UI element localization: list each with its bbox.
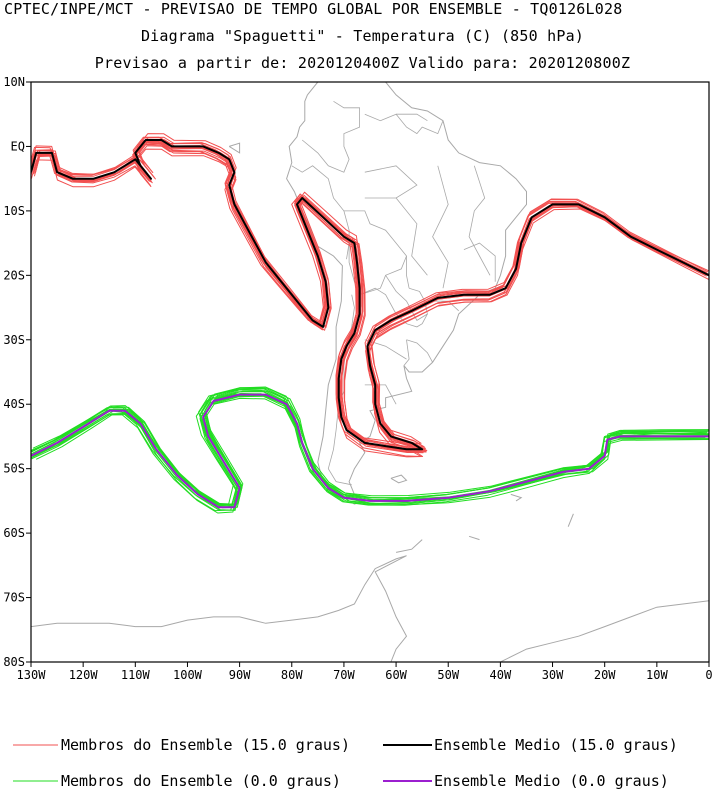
mean-line-mean_15-0 <box>31 139 709 451</box>
x-tick-label: 100W <box>173 668 203 682</box>
border-11 <box>468 165 491 276</box>
member-line-15.0-0 <box>31 141 709 449</box>
coastline-1 <box>31 555 408 662</box>
chart-title-line2: Diagrama "Spaguetti" - Temperatura (C) (… <box>140 27 585 45</box>
member-line-15.0-10 <box>31 143 707 458</box>
x-tick-label: 30W <box>542 668 564 682</box>
border-14 <box>364 165 418 199</box>
axes: 130W 120W 110W 100W 90W 80W 70W 60W 50W 40W 30W 20W… <box>3 75 712 682</box>
border-5 <box>385 275 428 321</box>
x-tick-label: 130W <box>17 668 47 682</box>
legend-label-mean-0: Ensemble Medio (0.0 graus) <box>434 772 669 790</box>
x-tick-label: 50W <box>437 668 459 682</box>
coastline-8 <box>228 142 241 154</box>
y-tick-label: 10N <box>3 75 25 89</box>
legend: Membros do Ensemble (15.0 graus) Ensembl… <box>13 736 678 790</box>
border-7 <box>359 287 428 328</box>
border-13 <box>395 197 428 276</box>
x-tick-label: 20W <box>594 668 616 682</box>
member-line-15.0-1 <box>33 136 709 450</box>
x-tick-label: 70W <box>333 668 355 682</box>
y-tick-label: 30S <box>3 333 25 347</box>
coastline-5 <box>567 513 574 527</box>
coastline-4 <box>510 493 523 502</box>
coastline-3 <box>390 474 408 484</box>
member-line-15.0-7 <box>31 145 709 454</box>
member-line-15.0-8 <box>31 142 709 453</box>
member-line-15.0-14 <box>34 141 706 453</box>
legend-label-mean-15: Ensemble Medio (15.0 graus) <box>434 736 678 754</box>
y-tick-label: 20S <box>3 268 25 282</box>
y-tick-label: 70S <box>3 591 25 605</box>
x-tick-label: 60W <box>385 668 407 682</box>
border-10 <box>396 113 428 122</box>
member-line-15.0-3 <box>34 140 707 451</box>
border-0 <box>364 113 444 135</box>
border-18 <box>364 384 397 405</box>
y-tick-label: EQ <box>11 139 25 153</box>
map-layer <box>31 82 709 662</box>
member-line-15.0-4 <box>34 144 705 453</box>
member-line-15.0-13 <box>31 142 708 450</box>
y-tick-label: 40S <box>3 397 25 411</box>
x-tick-label: 110W <box>121 668 151 682</box>
contour-layer <box>31 133 709 514</box>
border-9 <box>403 339 410 366</box>
chart-title-line1: CPTEC/INPE/MCT - PREVISAO DE TEMPO GLOBA… <box>4 0 623 18</box>
member-line-15.0-6 <box>31 133 709 445</box>
member-line-15.0-2 <box>31 137 709 450</box>
border-15 <box>463 242 496 282</box>
coastline-2 <box>500 600 709 662</box>
x-tick-label: 40W <box>490 668 512 682</box>
plot-frame <box>30 81 710 663</box>
border-8 <box>406 339 433 363</box>
member-line-0.0-12 <box>33 395 709 511</box>
coastline-6 <box>468 535 480 541</box>
legend-label-members-0: Membros do Ensemble (0.0 graus) <box>61 772 341 790</box>
x-tick-label: 10W <box>646 668 668 682</box>
y-tick-label: 80S <box>3 655 25 669</box>
member-line-15.0-5 <box>33 139 705 452</box>
legend-label-members-15: Membros do Ensemble (15.0 graus) <box>61 736 350 754</box>
member-line-15.0-11 <box>32 136 707 448</box>
border-3 <box>343 210 410 289</box>
member-line-15.0-9 <box>31 148 709 457</box>
border-4 <box>348 243 407 296</box>
x-tick-label: 90W <box>229 668 251 682</box>
x-tick-label: 120W <box>69 668 99 682</box>
mean-line-mean_0-0 <box>31 393 709 509</box>
x-tick-label: 80W <box>281 668 303 682</box>
member-line-0.0-14 <box>31 387 709 506</box>
y-tick-label: 60S <box>3 526 25 540</box>
y-tick-label: 50S <box>3 462 25 476</box>
border-12 <box>432 165 449 289</box>
x-tick-label: 0 <box>705 668 712 682</box>
member-line-15.0-12 <box>33 139 708 451</box>
y-tick-label: 10S <box>3 204 25 218</box>
border-1 <box>301 100 360 173</box>
chart-title-line3: Previsao a partir de: 2020120400Z Valido… <box>94 54 631 72</box>
coastline-7 <box>395 539 423 553</box>
